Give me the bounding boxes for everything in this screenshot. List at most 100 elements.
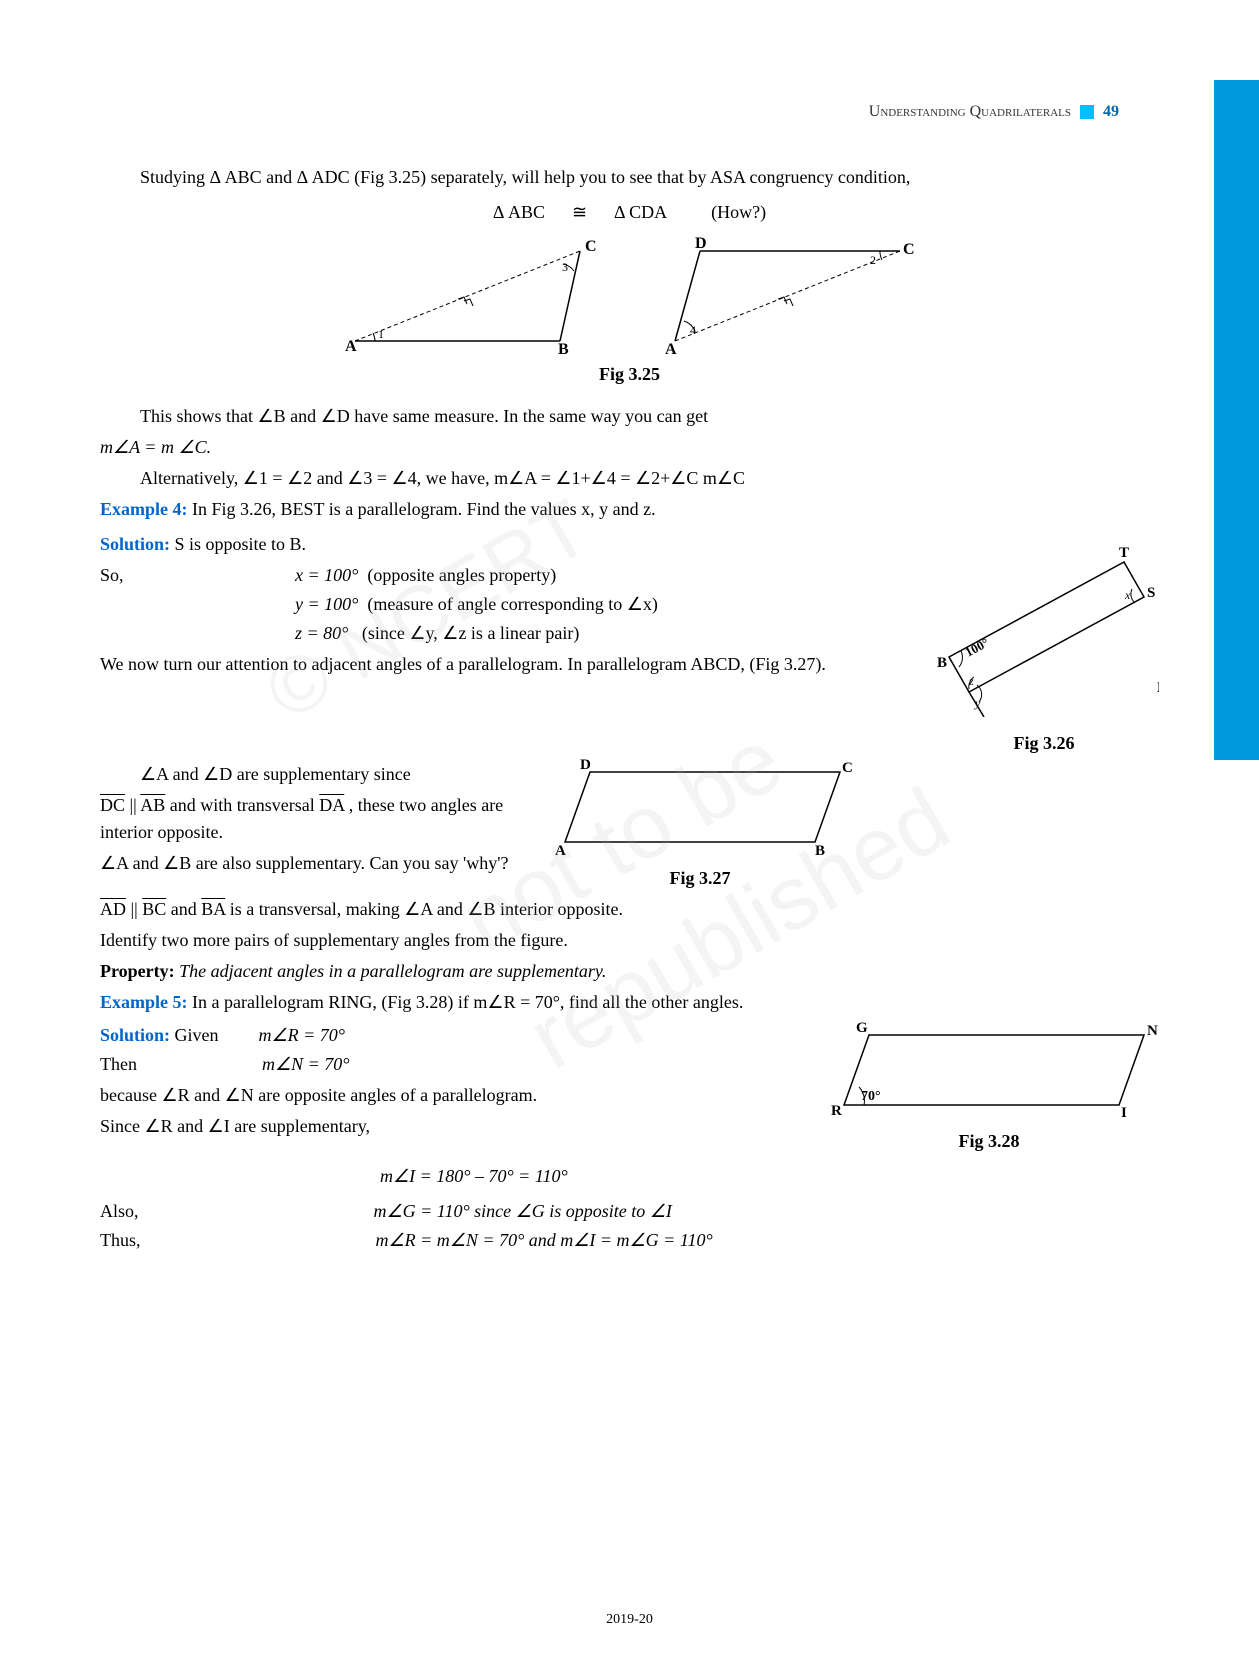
chapter-title: Understanding Quadrilaterals bbox=[869, 103, 1071, 120]
svg-text:70°: 70° bbox=[861, 1089, 881, 1104]
property-line: Property: The adjacent angles in a paral… bbox=[100, 958, 1159, 985]
header-square-icon bbox=[1080, 105, 1094, 119]
eq: y = 100° bbox=[295, 594, 358, 614]
eq: m∠N = 70° bbox=[262, 1051, 350, 1078]
eq-prefix: So, bbox=[100, 562, 295, 589]
eq-prefix bbox=[100, 620, 295, 647]
solution-line: z = 80° (since ∠y, ∠z is a linear pair) bbox=[100, 620, 909, 647]
fig-325-triangle-adc: A D C 4 2 bbox=[660, 236, 920, 356]
text-span: This shows that ∠B and ∠D have same meas… bbox=[140, 406, 708, 426]
fig-326-parallelogram: B T S E 100° x y z bbox=[929, 527, 1159, 717]
svg-text:B: B bbox=[815, 843, 825, 857]
solution-5-line: Then m∠N = 70° bbox=[100, 1051, 799, 1078]
page-number: 49 bbox=[1103, 103, 1119, 120]
svg-text:4: 4 bbox=[690, 323, 696, 337]
svg-text:D: D bbox=[580, 757, 591, 773]
congruence-left: Δ ABC bbox=[493, 202, 545, 222]
example-text: In Fig 3.26, BEST is a parallelogram. Fi… bbox=[192, 499, 656, 519]
fig-326-caption: Fig 3.26 bbox=[929, 730, 1159, 757]
solution-4-intro: Solution: S is opposite to B. bbox=[100, 531, 909, 558]
congruence-right: Δ CDA bbox=[614, 202, 666, 222]
example-5: Example 5: In a parallelogram RING, (Fig… bbox=[100, 989, 1159, 1016]
fig-328-caption: Fig 3.28 bbox=[819, 1128, 1159, 1155]
congruence-equation: Δ ABC ≅ Δ CDA (How?) bbox=[100, 199, 1159, 226]
property-text: The adjacent angles in a parallelogram a… bbox=[179, 961, 606, 981]
example-4: Example 4: In Fig 3.26, BEST is a parall… bbox=[100, 496, 1159, 523]
svg-text:A: A bbox=[665, 341, 677, 356]
example-label: Example 5: bbox=[100, 992, 188, 1012]
svg-text:3: 3 bbox=[562, 260, 568, 274]
svg-text:2: 2 bbox=[870, 253, 876, 267]
body-paragraph: AD || BC and BA is a transversal, making… bbox=[100, 896, 1159, 923]
text-span: S is opposite to B. bbox=[175, 534, 307, 554]
segment: AD bbox=[100, 899, 126, 919]
example-text: In a parallelogram RING, (Fig 3.28) if m… bbox=[192, 992, 743, 1012]
body-paragraph: ∠A and ∠D are supplementary since bbox=[100, 761, 520, 788]
fig-327-parallelogram: A B C D bbox=[540, 757, 860, 857]
solution-line: y = 100° (measure of angle corresponding… bbox=[100, 591, 909, 618]
eq: m∠R = m∠N = 70° and m∠I = m∠G = 110° bbox=[376, 1227, 713, 1254]
svg-text:I: I bbox=[1121, 1105, 1127, 1120]
svg-text:D: D bbox=[695, 236, 707, 252]
body-paragraph: Identify two more pairs of supplementary… bbox=[100, 927, 1159, 954]
segment: BA bbox=[201, 899, 225, 919]
body-paragraph: ∠A and ∠B are also supplementary. Can yo… bbox=[100, 850, 520, 877]
svg-text:S: S bbox=[1147, 585, 1155, 601]
svg-text:A: A bbox=[555, 843, 566, 857]
eq-prefix bbox=[100, 591, 295, 618]
solution-5-line: Also, m∠G = 110° since ∠G is opposite to… bbox=[100, 1198, 1159, 1225]
body-paragraph: Alternatively, ∠1 = ∠2 and ∠3 = ∠4, we h… bbox=[100, 465, 1159, 492]
body-paragraph: Studying Δ ABC and Δ ADC (Fig 3.25) sepa… bbox=[100, 164, 1159, 191]
page-header: Understanding Quadrilaterals 49 bbox=[100, 100, 1159, 124]
segment: BC bbox=[142, 899, 166, 919]
svg-text:z: z bbox=[968, 674, 974, 688]
fig-325-caption: Fig 3.25 bbox=[100, 361, 1159, 388]
solution-label: Solution: bbox=[100, 1025, 170, 1045]
svg-text:N: N bbox=[1147, 1023, 1158, 1039]
eq: m∠I = 180° – 70° = 110° bbox=[380, 1166, 568, 1186]
text-span: Given bbox=[175, 1025, 219, 1045]
svg-text:1: 1 bbox=[378, 327, 384, 341]
body-paragraph: because ∠R and ∠N are opposite angles of… bbox=[100, 1082, 799, 1109]
eq: x = 100° bbox=[295, 565, 358, 585]
fig-327-caption: Fig 3.27 bbox=[540, 865, 860, 892]
svg-text:y: y bbox=[974, 696, 981, 710]
side-accent-bar bbox=[1214, 80, 1259, 760]
svg-text:C: C bbox=[903, 241, 915, 258]
example-label: Example 4: bbox=[100, 499, 188, 519]
solution-line: So, x = 100° (opposite angles property) bbox=[100, 562, 909, 589]
eq-reason: (measure of angle corresponding to ∠x) bbox=[367, 594, 658, 614]
segment: DC bbox=[100, 795, 125, 815]
fig-325-triangle-abc: A B C 1 3 bbox=[340, 236, 600, 356]
segment: DA bbox=[319, 795, 344, 815]
svg-text:C: C bbox=[842, 760, 853, 776]
property-label: Property: bbox=[100, 961, 175, 981]
eq: z = 80° bbox=[295, 623, 348, 643]
body-paragraph: Since ∠R and ∠I are supplementary, bbox=[100, 1113, 799, 1140]
text-span: m∠A = m ∠C. bbox=[100, 437, 211, 457]
text-span: and with transversal bbox=[170, 795, 319, 815]
solution-5-line: Thus, m∠R = m∠N = 70° and m∠I = m∠G = 11… bbox=[100, 1227, 1159, 1254]
equation-line: m∠I = 180° – 70° = 110° bbox=[100, 1163, 1159, 1190]
eq: m∠R = 70° bbox=[259, 1022, 345, 1049]
solution-5-line: Solution: Given m∠R = 70° bbox=[100, 1022, 799, 1049]
body-paragraph: We now turn our attention to adjacent an… bbox=[100, 651, 909, 678]
body-paragraph: This shows that ∠B and ∠D have same meas… bbox=[100, 403, 1159, 430]
solution-label: Solution: bbox=[100, 534, 170, 554]
fig-325-row: A B C 1 3 A D C 4 2 bbox=[100, 236, 1159, 356]
congruence-note: (How?) bbox=[711, 202, 766, 222]
eq-reason: (opposite angles property) bbox=[367, 565, 556, 585]
svg-text:C: C bbox=[585, 238, 597, 255]
text-span: is a transversal, making ∠A and ∠B inter… bbox=[230, 899, 623, 919]
svg-text:G: G bbox=[856, 1020, 868, 1036]
equation-line: m∠A = m ∠C. bbox=[100, 434, 1159, 461]
segment: AB bbox=[140, 795, 165, 815]
svg-text:R: R bbox=[831, 1103, 842, 1119]
text-span: Then bbox=[100, 1051, 137, 1078]
text-span: Also, bbox=[100, 1198, 139, 1225]
fig-328-parallelogram: R I N G 70° bbox=[819, 1020, 1159, 1120]
svg-text:100°: 100° bbox=[962, 635, 991, 660]
svg-text:B: B bbox=[558, 341, 569, 356]
eq-reason: (since ∠y, ∠z is a linear pair) bbox=[362, 623, 580, 643]
svg-text:E: E bbox=[1157, 680, 1159, 696]
